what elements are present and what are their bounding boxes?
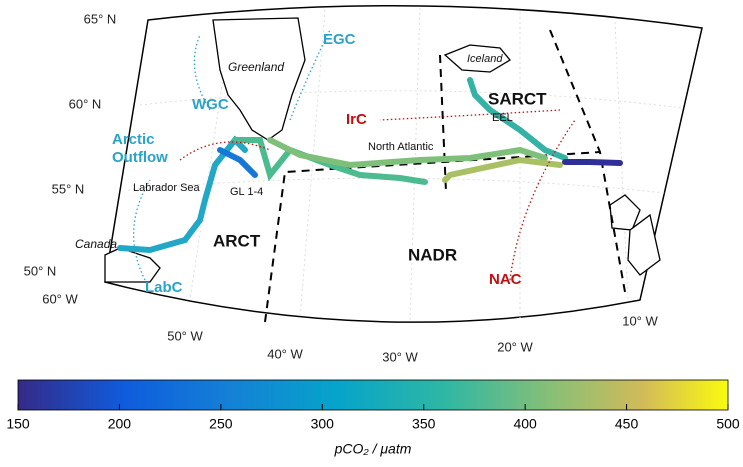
lon-label: 30° W <box>382 349 418 364</box>
place-label: GL 1-4 <box>230 186 263 198</box>
colorbar-tick-label: 250 <box>209 416 233 432</box>
colorbar-tick-label: 400 <box>513 416 537 432</box>
place-label: Greenland <box>228 60 284 74</box>
province-label: SARCT <box>488 89 547 108</box>
colorbar <box>17 379 729 411</box>
place-label: Iceland <box>467 53 503 65</box>
current-label: NAC <box>489 271 522 288</box>
place-label: EEL <box>492 112 513 124</box>
place-label: Canada <box>75 237 117 251</box>
lat-label: 60° N <box>69 96 102 111</box>
lon-label: 20° W <box>497 339 533 354</box>
colorbar-tick-label: 350 <box>412 416 436 432</box>
current-label: LabC <box>145 279 183 296</box>
lat-label: 50° N <box>24 263 57 278</box>
place-label: North Atlantic <box>368 141 434 153</box>
province-label: NADR <box>408 245 457 264</box>
map-frame <box>104 5 703 323</box>
current-label: WGC <box>192 96 229 113</box>
place-label: Labrador Sea <box>133 182 201 194</box>
current-label: Arctic <box>112 131 155 148</box>
province-label: ARCT <box>213 231 261 250</box>
lon-label: 10° W <box>622 313 658 328</box>
colorbar-tick-label: 300 <box>311 416 335 432</box>
lat-label: 55° N <box>52 181 85 196</box>
lon-label: 50° W <box>167 328 203 343</box>
colorbar-tick-label: 200 <box>108 416 132 432</box>
colorbar-tick-label: 500 <box>716 416 740 432</box>
colorbar-label: pCO₂ / μatm <box>334 441 412 457</box>
current-label: Outflow <box>112 149 168 166</box>
lon-label: 60° W <box>42 291 78 306</box>
current-label: EGC <box>323 31 356 48</box>
lat-label: 65° N <box>84 11 117 26</box>
current-label: IrC <box>346 111 367 128</box>
lon-label: 40° W <box>267 346 303 361</box>
colorbar-tick-label: 450 <box>615 416 639 432</box>
colorbar-tick-label: 150 <box>6 416 30 432</box>
